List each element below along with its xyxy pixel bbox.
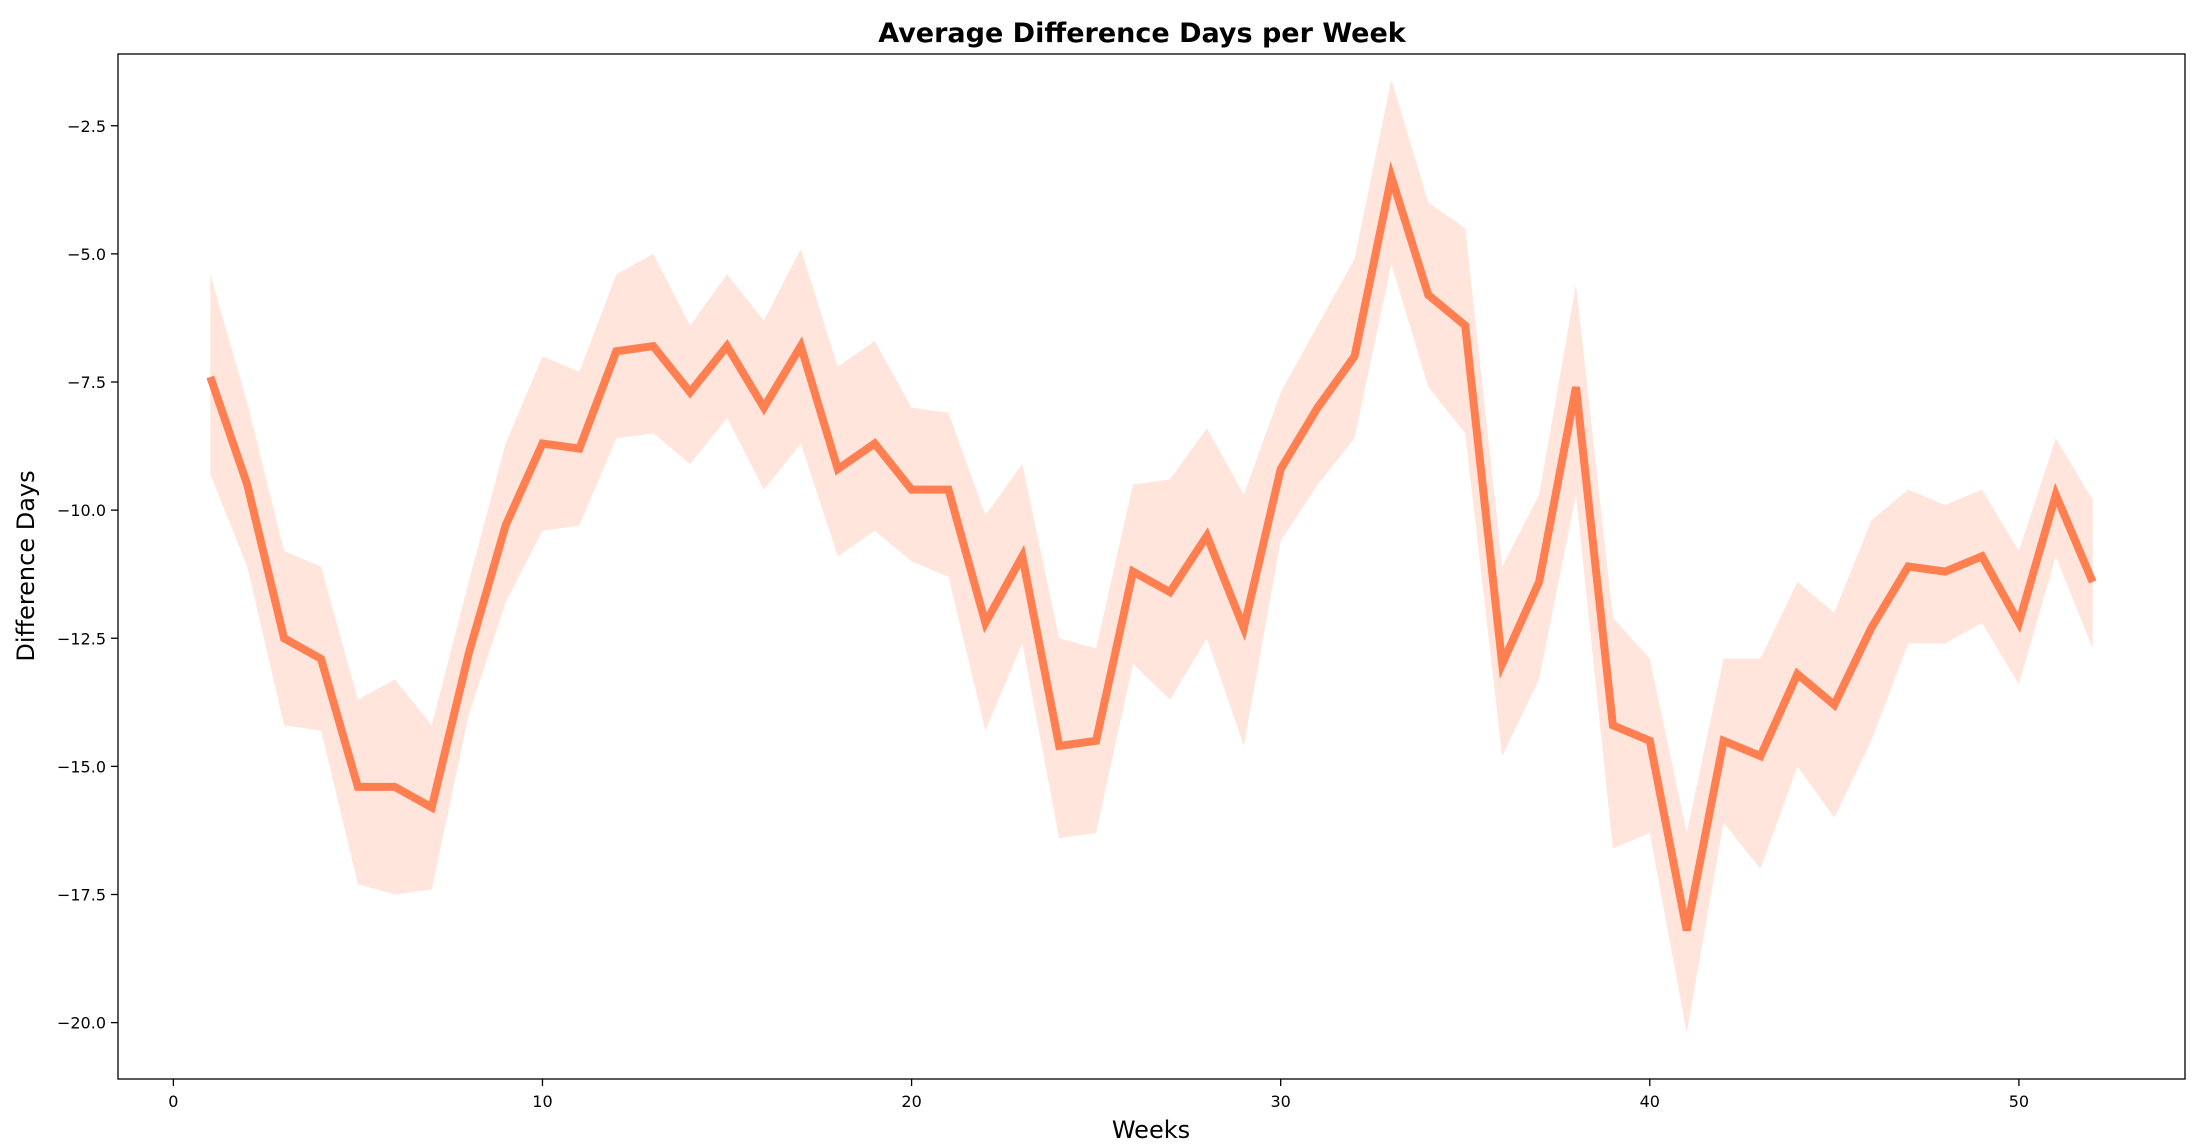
data-point <box>1904 563 1912 571</box>
y-tick-label: −10.0 <box>57 501 106 520</box>
data-point <box>243 481 251 489</box>
data-point <box>797 342 805 350</box>
data-point <box>1092 737 1100 745</box>
data-point <box>1683 926 1691 934</box>
data-point <box>1830 701 1838 709</box>
y-tick-label: −2.5 <box>67 117 106 136</box>
data-point <box>1978 552 1986 560</box>
data-point <box>502 522 510 530</box>
plot-background <box>118 54 2185 1079</box>
data-point <box>945 486 953 494</box>
x-axis: 0 10 20 30 40 50 <box>168 1079 2029 1111</box>
series-line-layer <box>206 161 2097 934</box>
y-tick-label: −12.5 <box>57 629 106 648</box>
data-point <box>2052 491 2060 499</box>
data-point <box>1351 352 1359 360</box>
data-point <box>575 445 583 453</box>
data-point <box>1129 568 1137 576</box>
data-point <box>612 347 620 355</box>
y-tick-label: −5.0 <box>67 245 106 264</box>
y-axis: −2.5 −5.0 −7.5 −10.0 −12.5 −15.0 −17.5 −20.0 <box>57 117 118 1033</box>
data-point <box>1277 465 1285 473</box>
data-point <box>1166 588 1174 596</box>
data-point <box>2089 578 2097 586</box>
y-axis-label: Difference Days <box>12 470 40 661</box>
y-tick-label: −20.0 <box>57 1014 106 1033</box>
plot-area <box>117 53 2186 1080</box>
plot-frame <box>117 53 2186 1080</box>
data-point <box>1055 742 1063 750</box>
data-point <box>1387 173 1395 181</box>
data-point <box>354 783 362 791</box>
data-point <box>1646 737 1654 745</box>
data-point <box>1018 552 1026 560</box>
x-tick-label: 20 <box>901 1092 921 1111</box>
x-tick-label: 30 <box>1271 1092 1291 1111</box>
y-tick-label: −15.0 <box>57 757 106 776</box>
data-point <box>908 486 916 494</box>
data-point <box>1461 322 1469 330</box>
x-tick-label: 40 <box>1640 1092 1660 1111</box>
data-point <box>280 634 288 642</box>
data-point <box>1498 660 1506 668</box>
data-point <box>428 803 436 811</box>
data-point <box>760 404 768 412</box>
data-point <box>1867 624 1875 632</box>
data-point <box>649 342 657 350</box>
data-point <box>391 783 399 791</box>
data-point <box>1609 721 1617 729</box>
data-point <box>206 373 214 381</box>
data-point <box>1240 624 1248 632</box>
data-point <box>981 619 989 627</box>
data-point <box>1424 291 1432 299</box>
x-tick-label: 10 <box>532 1092 552 1111</box>
data-point <box>686 388 694 396</box>
confidence-band-layer <box>210 79 2093 1033</box>
confidence-band <box>210 79 2093 1033</box>
y-tick-label: −7.5 <box>67 373 106 392</box>
y-tick-label: −17.5 <box>57 886 106 905</box>
data-point <box>1941 568 1949 576</box>
data-point <box>834 465 842 473</box>
data-point <box>1793 670 1801 678</box>
data-point <box>1535 578 1543 586</box>
data-point <box>1314 404 1322 412</box>
x-tick-label: 0 <box>168 1092 178 1111</box>
data-point <box>465 650 473 658</box>
x-tick-label: 50 <box>2009 1092 2029 1111</box>
data-point <box>539 440 547 448</box>
data-point <box>1720 737 1728 745</box>
data-point <box>723 342 731 350</box>
series-line <box>206 161 2097 932</box>
data-point <box>2015 619 2023 627</box>
chart-title: Average Difference Days per Week <box>878 18 1407 49</box>
x-axis-label: Weeks <box>1112 1116 1190 1144</box>
data-point <box>1572 383 1580 391</box>
data-point <box>1757 752 1765 760</box>
data-point <box>1203 532 1211 540</box>
data-point <box>871 440 879 448</box>
data-point <box>317 655 325 663</box>
